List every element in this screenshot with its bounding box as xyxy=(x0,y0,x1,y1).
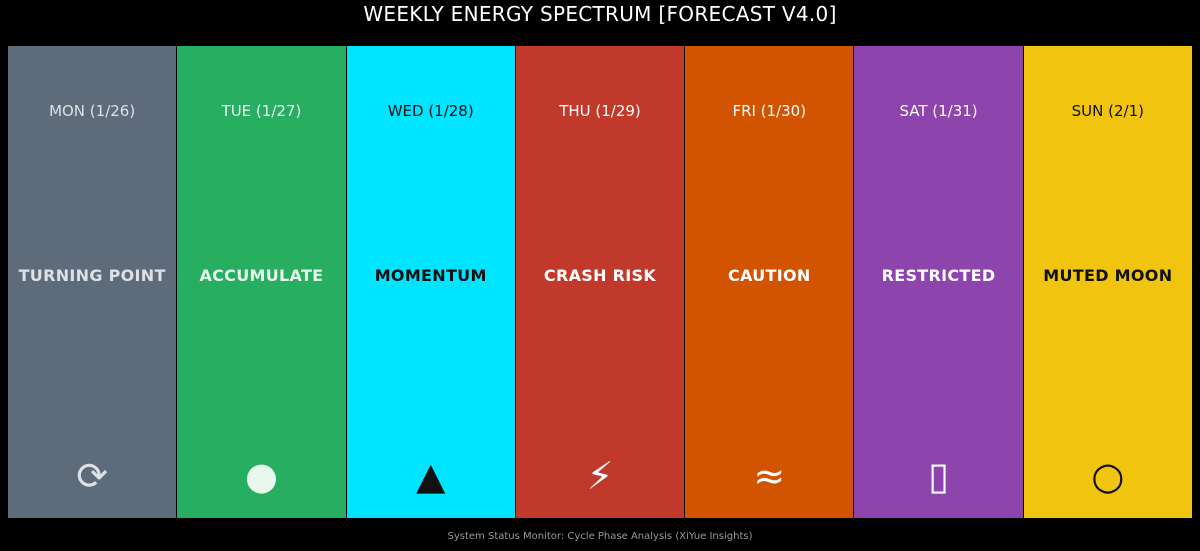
day-panel: SAT (1/31) RESTRICTED ▯ xyxy=(854,46,1024,518)
day-date: MON (1/26) xyxy=(49,102,136,120)
day-label: RESTRICTED xyxy=(881,266,996,285)
day-icon: ● xyxy=(244,454,278,498)
day-label: TURNING POINT xyxy=(18,266,166,285)
day-icon: ○ xyxy=(1091,454,1125,498)
footer: System Status Monitor: Cycle Phase Analy… xyxy=(447,531,753,542)
day-icon: ≈ xyxy=(753,454,786,498)
day-icon: ▯ xyxy=(928,454,949,498)
day-icon: ⟳ xyxy=(76,454,109,498)
day-date: TUE (1/27) xyxy=(221,102,302,120)
day-label: CAUTION xyxy=(727,266,811,285)
day-panel: WED (1/28) MOMENTUM ▲ xyxy=(346,46,516,518)
day-date: FRI (1/30) xyxy=(732,102,807,120)
day-label: ACCUMULATE xyxy=(199,266,324,285)
day-label: CRASH RISK xyxy=(543,266,657,285)
day-date: WED (1/28) xyxy=(387,102,474,120)
day-label: MOMENTUM xyxy=(374,266,487,285)
day-label: MUTED MOON xyxy=(1043,266,1173,285)
day-panels: MON (1/26) TURNING POINT ⟳ TUE (1/27) ACCUMU… xyxy=(8,46,1192,518)
day-panel: THU (1/29) CRASH RISK ⚡ xyxy=(515,46,686,518)
day-panel: MON (1/26) TURNING POINT ⟳ xyxy=(8,46,178,518)
day-icon: ▲ xyxy=(416,454,446,498)
title: WEEKLY ENERGY SPECTRUM [FORECAST V4.0] xyxy=(363,2,837,26)
day-panel: SUN (2/1) MUTED MOON ○ xyxy=(1023,46,1192,518)
day-panel: FRI (1/30) CAUTION ≈ xyxy=(685,46,855,518)
day-icon: ⚡ xyxy=(586,454,614,498)
day-panel: TUE (1/27) ACCUMULATE ● xyxy=(177,46,347,518)
day-date: SUN (2/1) xyxy=(1071,102,1144,120)
day-date: SAT (1/31) xyxy=(899,102,978,120)
day-date: THU (1/29) xyxy=(559,102,641,120)
